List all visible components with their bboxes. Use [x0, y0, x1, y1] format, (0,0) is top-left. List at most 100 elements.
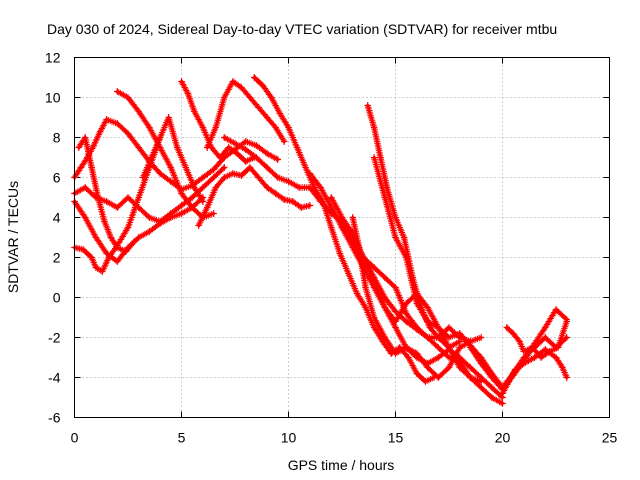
data-point — [403, 300, 410, 307]
data-point — [231, 140, 239, 147]
data-point — [88, 164, 95, 171]
data-point — [422, 378, 429, 385]
data-point — [467, 364, 474, 371]
data-point — [456, 354, 463, 361]
data-point — [178, 210, 185, 217]
data-point — [377, 154, 384, 161]
data-point — [242, 146, 249, 153]
data-point — [403, 318, 410, 325]
data-point — [520, 348, 528, 355]
data-point — [477, 360, 485, 367]
data-point — [274, 174, 281, 181]
data-point — [156, 170, 164, 177]
data-point — [370, 264, 378, 271]
data-point — [306, 202, 314, 209]
data-point — [306, 184, 314, 191]
data-point — [349, 214, 356, 221]
data-point — [122, 248, 130, 255]
data-point — [246, 164, 254, 171]
data-point — [94, 194, 102, 201]
data-point — [505, 378, 513, 385]
data-point — [131, 238, 138, 245]
data-point — [221, 134, 228, 141]
data-point — [124, 94, 132, 101]
y-tick-label: -6 — [48, 410, 61, 426]
y-tick-label: 12 — [45, 50, 61, 66]
data-point — [403, 310, 410, 317]
data-point — [165, 114, 172, 121]
data-point — [242, 158, 249, 165]
data-point — [90, 142, 97, 149]
data-point — [370, 324, 378, 331]
data-point — [552, 354, 560, 361]
data-point — [114, 120, 121, 127]
y-tick-label: -2 — [48, 330, 61, 346]
data-point — [272, 124, 279, 131]
data-point — [435, 374, 442, 381]
y-tick-label: 0 — [53, 290, 61, 306]
data-point — [531, 340, 538, 347]
data-point — [285, 178, 292, 185]
y-tick-label: 2 — [53, 250, 61, 266]
data-point — [276, 110, 284, 117]
data-point — [253, 154, 260, 161]
data-point — [435, 324, 442, 331]
x-tick-label: 20 — [495, 430, 511, 446]
data-point — [289, 198, 296, 205]
data-point — [156, 134, 164, 141]
data-point — [216, 154, 224, 161]
data-point — [82, 134, 89, 141]
x-tick-label: 25 — [602, 430, 618, 446]
data-point — [370, 284, 378, 291]
data-point — [124, 224, 132, 231]
data-point — [328, 194, 335, 201]
data-point — [499, 400, 506, 407]
data-point — [317, 198, 324, 205]
data-point — [251, 74, 258, 81]
data-point — [477, 384, 485, 391]
data-point — [293, 144, 301, 151]
data-point — [445, 324, 453, 331]
data-point — [178, 78, 185, 85]
data-point — [445, 346, 453, 353]
data-point — [477, 374, 485, 381]
data-point — [114, 258, 121, 265]
data-point — [413, 370, 421, 377]
data-point — [221, 94, 228, 101]
data-point — [281, 196, 288, 203]
data-point — [298, 204, 305, 211]
data-point — [210, 166, 217, 173]
data-point — [263, 184, 271, 191]
data-point — [184, 90, 192, 97]
y-tick-label: -4 — [48, 370, 61, 386]
data-point — [512, 366, 519, 373]
chart-title: Day 030 of 2024, Sidereal Day-to-day VTE… — [47, 21, 557, 37]
data-point — [435, 334, 442, 341]
data-point — [233, 150, 241, 157]
data-point — [255, 174, 262, 181]
data-point — [456, 330, 463, 337]
data-point — [210, 174, 217, 181]
data-point — [510, 330, 517, 337]
series-arc-16 — [349, 214, 506, 401]
data-point — [114, 244, 121, 251]
data-point — [328, 204, 335, 211]
data-point — [238, 84, 245, 91]
data-point — [392, 234, 399, 241]
data-point — [445, 364, 453, 371]
data-point — [135, 144, 142, 151]
data-point — [328, 224, 335, 231]
data-point — [242, 138, 249, 145]
series-arc-21 — [499, 346, 570, 397]
data-point — [199, 124, 207, 131]
data-point — [338, 224, 346, 231]
data-point — [542, 324, 549, 331]
data-point — [221, 164, 228, 171]
data-point — [392, 284, 399, 291]
data-point — [189, 194, 196, 201]
data-point — [238, 172, 245, 179]
data-point — [362, 304, 369, 311]
data-point — [370, 154, 378, 161]
data-point — [403, 344, 410, 351]
